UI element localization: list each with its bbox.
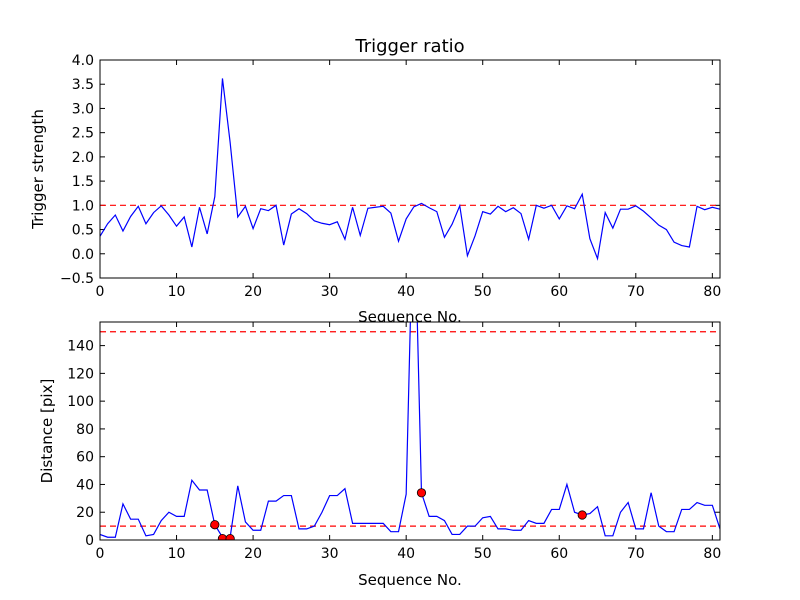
- x-tick-label: 60: [550, 546, 568, 562]
- y-tick-label: 0.5: [72, 223, 94, 239]
- x-tick-label: 50: [474, 546, 492, 562]
- y-tick-label: 20: [76, 505, 94, 521]
- x-tick-label: 50: [474, 284, 492, 300]
- y-tick-label: 140: [67, 339, 94, 355]
- x-tick-label: 0: [96, 546, 105, 562]
- series-line: [100, 78, 720, 261]
- y-tick-label: −0.5: [60, 271, 94, 287]
- y-tick-label: 120: [67, 366, 94, 382]
- x-tick-label: 40: [397, 546, 415, 562]
- y-tick-label: 2.5: [72, 126, 94, 142]
- x-tick-label: 20: [244, 546, 262, 562]
- detection-marker: [577, 510, 587, 520]
- y-tick-label: 3.0: [72, 101, 94, 117]
- y-tick-label: 3.5: [72, 77, 94, 93]
- y-tick-label: 0.0: [72, 247, 94, 263]
- x-tick-label: 40: [397, 284, 415, 300]
- y-tick-label: 4.0: [72, 53, 94, 69]
- y-tick-label: 80: [76, 422, 94, 438]
- y-tick-label: 0: [85, 533, 94, 549]
- plot-frame: [99, 321, 721, 541]
- x-tick-label: 10: [168, 546, 186, 562]
- series-line: [100, 322, 720, 538]
- y-tick-label: 1.0: [72, 198, 94, 214]
- x-tick-label: 0: [96, 284, 105, 300]
- distance-chart: 0 10 20 30 40 50 60 70 80 0 20 40 60 80 100 120 140 Sequ…: [38, 321, 721, 589]
- chart-title: Trigger ratio: [354, 36, 464, 57]
- y-axis-label: Distance [pix]: [38, 379, 56, 484]
- x-tick-label: 80: [703, 546, 721, 562]
- y-tick-label: 100: [67, 394, 94, 410]
- detection-marker: [225, 534, 235, 540]
- trigger-ratio-chart: Trigger ratio 0 10 20 30 40 50 60 70 80 −0.5 0.0 0.…: [29, 36, 721, 326]
- y-tick-label: 1.5: [72, 174, 94, 190]
- detection-marker: [210, 520, 220, 530]
- y-tick-label: 60: [76, 450, 94, 466]
- detection-marker: [416, 488, 427, 498]
- plot-frame: [99, 59, 721, 279]
- x-tick-label: 80: [703, 284, 721, 300]
- x-tick-label: 70: [627, 284, 645, 300]
- y-tick-label: 2.0: [72, 150, 94, 166]
- x-axis-label: Sequence No.: [358, 571, 462, 589]
- x-tick-label: 60: [550, 284, 568, 300]
- x-tick-label: 20: [244, 284, 262, 300]
- detection-marker: [217, 534, 228, 540]
- x-tick-label: 30: [321, 284, 339, 300]
- plot-area: [100, 60, 720, 278]
- x-tick-label: 10: [168, 284, 186, 300]
- x-tick-label: 70: [627, 546, 645, 562]
- x-tick-label: 30: [321, 546, 339, 562]
- y-axis-label: Trigger strength: [29, 109, 47, 230]
- y-tick-label: 40: [76, 477, 94, 493]
